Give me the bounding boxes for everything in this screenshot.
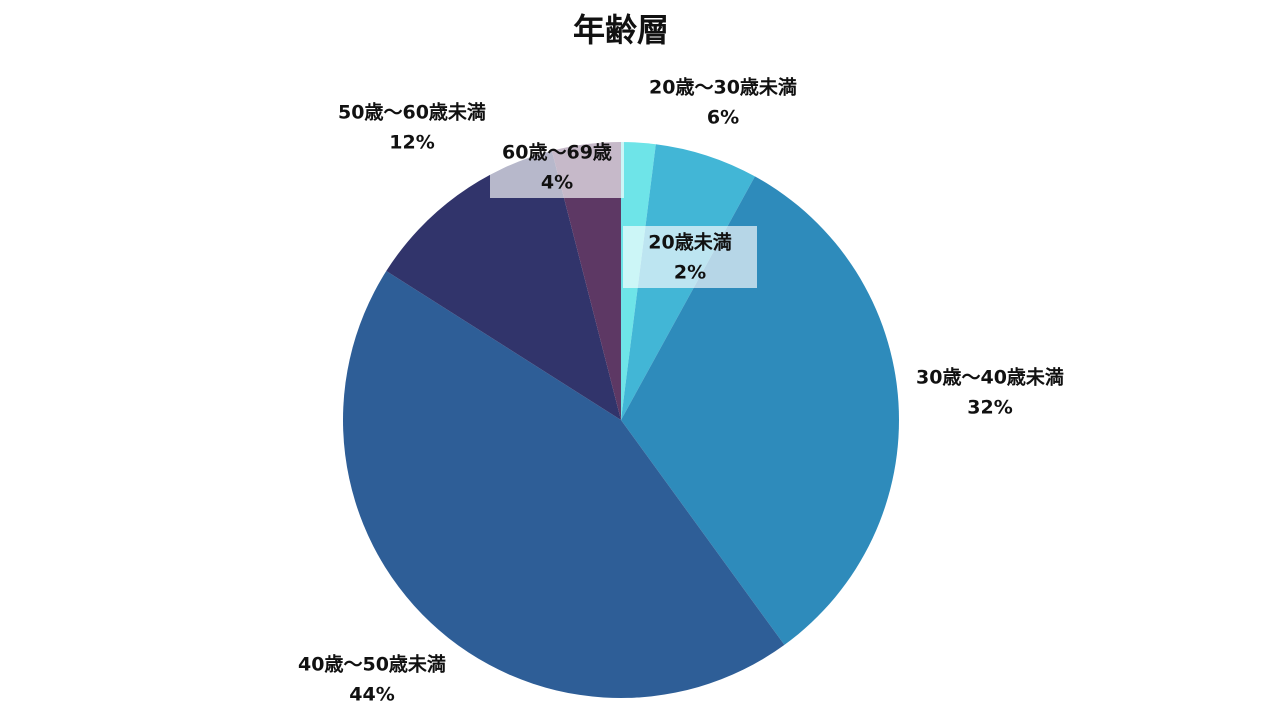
chart-title: 年齢層 <box>573 11 669 49</box>
pie-slice <box>621 176 900 645</box>
slice-value-label: 44% <box>349 684 394 706</box>
slice-label: 20歳～30歳未満 <box>649 76 797 99</box>
slice-value-label: 2% <box>674 262 706 284</box>
slice-value-label: 32% <box>967 397 1012 419</box>
slice-label: 40歳～50歳未満 <box>298 653 446 676</box>
slice-label: 20歳未満 <box>648 231 731 254</box>
pie-slice <box>342 271 785 699</box>
label-box <box>490 136 624 198</box>
slice-value-label: 4% <box>541 172 573 194</box>
slice-value-label: 12% <box>389 132 434 154</box>
slice-label: 60歳～69歳 <box>502 142 612 164</box>
slice-label: 50歳～60歳未満 <box>338 101 486 124</box>
pie-slice <box>551 142 621 420</box>
slice-label: 30歳～40歳未満 <box>916 366 1064 389</box>
pie-slice <box>386 150 621 420</box>
slice-value-label: 6% <box>707 107 739 129</box>
label-box <box>623 226 757 288</box>
